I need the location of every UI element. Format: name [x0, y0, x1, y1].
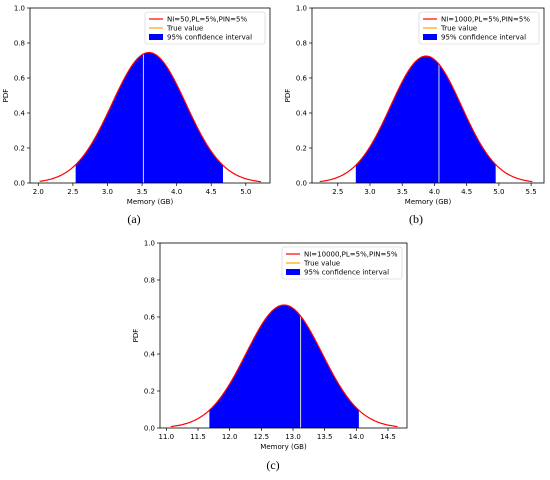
y-tick-label: 0.6 [296, 75, 308, 83]
y-tick-label: 0.2 [296, 145, 307, 153]
chart-panel-2: 11.0 11.5 12.0 12.5 13.0 13.5 14.0 14.5 0.0 0.2 0.… [132, 240, 408, 472]
plot-frame [159, 242, 408, 429]
x-tick-label: 4.0 [429, 188, 440, 196]
x-tick-label: 3.5 [136, 188, 147, 196]
x-tick-label: 3.0 [102, 188, 113, 196]
panel-caption: (c) [266, 458, 279, 472]
x-tick-label: 12.5 [254, 433, 270, 441]
y-tick-label: 0.8 [14, 40, 25, 48]
y-tick-label: 0.8 [144, 277, 155, 285]
legend-label-pdf: NI=1000,PL=5%,PIN=5% [441, 16, 530, 24]
y-axis-label: PDF [132, 329, 140, 343]
legend-box [144, 11, 266, 45]
y-tick-label: 0.0 [296, 180, 307, 188]
legend-box [418, 11, 540, 45]
legend-label-ci: 95% confidence interval [304, 269, 389, 277]
y-axis-label: PDF [2, 89, 10, 103]
x-tick-label: 5.5 [526, 188, 537, 196]
y-tick-label: 0.6 [14, 75, 26, 83]
panel-caption: (b) [409, 212, 423, 226]
ci-area [75, 52, 223, 184]
x-tick-label: 4.0 [171, 188, 182, 196]
x-tick-label: 13.0 [285, 433, 301, 441]
chart-panel-1: 2.5 3.0 3.5 4.0 4.5 5.0 5.5 0.0 0.2 0.4 0.6 0.8 1.0 M… [284, 5, 545, 226]
y-tick-label: 0.4 [14, 110, 26, 118]
x-tick-label: 5.0 [493, 188, 504, 196]
x-tick-label: 14.0 [349, 433, 365, 441]
y-tick-label: 1.0 [144, 240, 155, 248]
x-tick-label: 11.0 [159, 433, 175, 441]
pdf-curve [39, 51, 262, 183]
y-tick-label: 1.0 [14, 5, 25, 13]
plot-frame [311, 7, 545, 184]
ci-area [209, 304, 359, 428]
legend-label-pdf: NI=50,PL=5%,PIN=5% [167, 16, 247, 24]
x-tick-label: 4.5 [206, 188, 217, 196]
x-tick-label: 2.0 [33, 188, 44, 196]
legend-box [281, 246, 403, 280]
pdf-curve [170, 304, 398, 428]
x-tick-label: 4.5 [461, 188, 472, 196]
legend-label-pdf: NI=10000,PL=5%,PIN=5% [304, 251, 398, 259]
legend-label-true-value: True value [166, 25, 203, 33]
x-tick-label: 12.0 [222, 433, 238, 441]
y-tick-label: 0.6 [144, 314, 156, 322]
legend-label-true-value: True value [440, 25, 477, 33]
x-axis-label: Memory (GB) [260, 443, 307, 451]
x-tick-label: 3.5 [397, 188, 408, 196]
x-tick-label: 14.5 [380, 433, 396, 441]
y-tick-label: 0.0 [144, 425, 155, 433]
y-tick-label: 0.4 [144, 351, 156, 359]
chart-panel-0: 2.0 2.5 3.0 3.5 4.0 4.5 5.0 0.0 0.2 0.4 0.6 0.8 1.0 M… [2, 5, 271, 226]
y-tick-label: 0.2 [14, 145, 25, 153]
x-tick-label: 2.5 [332, 188, 343, 196]
legend-label-ci: 95% confidence interval [441, 34, 526, 42]
legend-label-ci: 95% confidence interval [167, 34, 252, 42]
y-tick-label: 0.0 [14, 180, 25, 188]
y-tick-label: 0.4 [296, 110, 308, 118]
y-tick-label: 0.2 [144, 388, 155, 396]
y-tick-label: 1.0 [296, 5, 307, 13]
legend-swatch-ci [423, 34, 437, 40]
x-tick-label: 5.0 [240, 188, 251, 196]
x-tick-label: 11.5 [190, 433, 206, 441]
x-tick-label: 13.5 [317, 433, 333, 441]
ci-area [355, 56, 496, 183]
x-axis-label: Memory (GB) [405, 198, 452, 206]
legend-swatch-ci [286, 269, 300, 275]
x-tick-label: 3.0 [364, 188, 375, 196]
plot-frame [29, 7, 271, 184]
y-tick-label: 0.8 [296, 40, 307, 48]
x-axis-label: Memory (GB) [127, 198, 174, 206]
legend-label-true-value: True value [303, 260, 340, 268]
legend-swatch-ci [149, 34, 163, 40]
panel-caption: (a) [127, 212, 140, 226]
pdf-curve [319, 55, 533, 183]
y-axis-label: PDF [284, 89, 292, 103]
x-tick-label: 2.5 [67, 188, 78, 196]
